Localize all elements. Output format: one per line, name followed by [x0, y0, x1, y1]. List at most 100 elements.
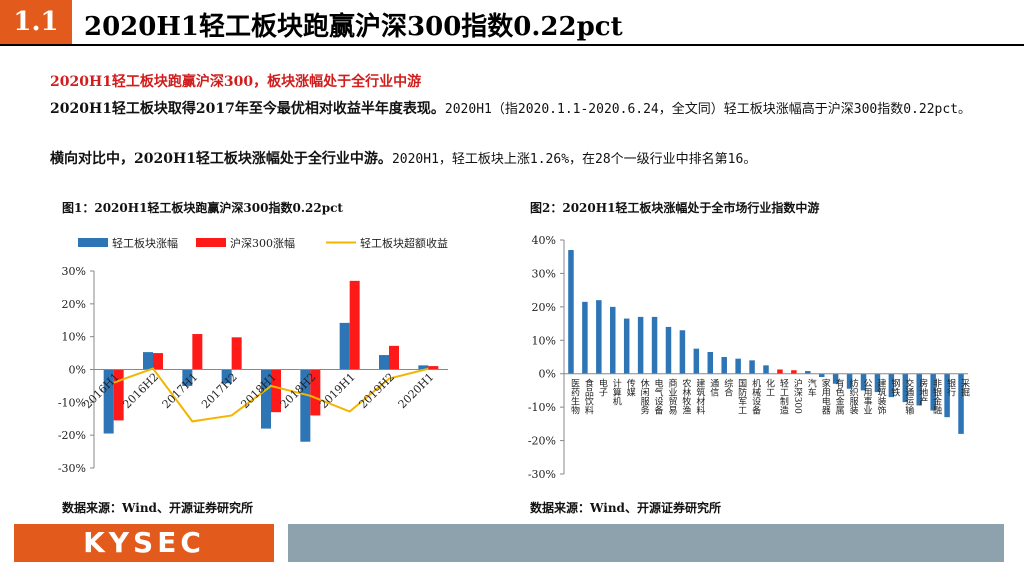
- x-tick-label: 家用电器: [820, 378, 831, 415]
- bar-2020H1-1: [428, 366, 439, 370]
- bar-2016H2-0: [143, 352, 153, 370]
- bar-2017H2-1: [231, 337, 242, 370]
- y-tick-label: -30%: [58, 462, 86, 475]
- y-tick-label: 30%: [532, 267, 556, 280]
- figure2-caption: 图2：2020H1轻工板块涨幅处于全市场行业指数中游: [530, 201, 820, 215]
- y-tick-label: 20%: [532, 301, 556, 314]
- bar-2018H1-1: [271, 369, 281, 413]
- paragraph-lead: 2020H1轻工板块取得2017年至今最优相对收益半年度表现。: [50, 101, 445, 117]
- y-tick-label: -30%: [528, 468, 556, 481]
- bar-2019H2-0: [379, 355, 389, 370]
- x-tick-label: 轻工制造: [778, 378, 789, 416]
- chart1-svg: 轻工板块涨幅 沪深300涨幅 轻工板块超额收益 30% 20% 10% 0% -10% -20%…: [58, 236, 448, 475]
- x-tick-label: 2019H2: [356, 370, 397, 411]
- x-tick-label: 汽车: [806, 378, 817, 398]
- x-tick-label: 建筑材料: [694, 378, 705, 416]
- x-tick-label: 电气设备: [653, 378, 664, 415]
- paragraph-body: 2020H1（指2020.1.1-2020.6.24，全文同）轻工板块涨幅高于沪…: [444, 102, 972, 117]
- bar-2017H1-0: [182, 369, 193, 386]
- bar-建筑装饰: [874, 373, 881, 393]
- y-tick-label: 0%: [539, 368, 556, 381]
- paragraph-industry-rank: 横向对比中，2020H1轻工板块涨幅处于全行业中游。2020H1，轻工板块上涨1…: [50, 146, 990, 173]
- x-tick-label: 2019H1: [317, 370, 358, 411]
- bar-商业贸易: [665, 326, 672, 374]
- bar-2018H2-1: [310, 369, 321, 416]
- y-tick-label: -20%: [528, 435, 556, 448]
- x-tick-label: 房地产: [917, 378, 928, 407]
- bar-沪深300: [791, 370, 797, 374]
- page-title: 2020H1轻工板块跑赢沪深300指数0.22pct: [84, 12, 623, 42]
- legend-swatch-1: [196, 238, 226, 247]
- bar-2018H1-0: [261, 369, 271, 429]
- legend-label-0: 轻工板块涨幅: [112, 236, 178, 250]
- bar-2018H2-0: [300, 369, 311, 442]
- y-tick-label: 10%: [532, 334, 556, 347]
- bar-2019H1-0: [339, 322, 350, 370]
- bar-采掘: [958, 373, 964, 434]
- y-tick-label: -10%: [528, 401, 556, 414]
- bar-建筑材料: [693, 348, 700, 374]
- bar-2016H2-1: [153, 353, 163, 370]
- x-tick-label: 纺织服装: [848, 378, 859, 416]
- bar-国防军工: [735, 358, 741, 374]
- legend-swatch-0: [78, 238, 108, 247]
- figure1-source: 数据来源：Wind、开源证券研究所: [62, 501, 253, 515]
- figure2-source: 数据来源：Wind、开源证券研究所: [530, 501, 721, 515]
- x-tick-label: 食品饮料: [583, 378, 594, 416]
- x-tick-label: 采掘: [959, 379, 970, 398]
- chart2-svg: 40% 30% 20% 10% 0% -10% -20% -30% 医药生物 食品饮料 电子 计算机传…: [528, 234, 970, 481]
- y-tick-label: -20%: [58, 429, 86, 442]
- paragraph-body: 2020H1，轻工板块上涨1.26%，在28个一级行业中排名第16。: [391, 152, 757, 167]
- x-tick-label: 有色金属: [834, 378, 845, 416]
- section-number: 1.1: [0, 0, 72, 44]
- x-tick-label: 建筑装饰: [875, 378, 886, 416]
- x-tick-label: 非银金融: [931, 378, 942, 416]
- chart-half-year-returns: 轻工板块涨幅 沪深300涨幅 轻工板块超额收益 30% 20% 10% 0% -10% -20%…: [48, 226, 468, 484]
- bar-医药生物: [568, 250, 574, 374]
- legend-label-1: 沪深300涨幅: [230, 236, 295, 250]
- bar-化工: [763, 365, 769, 374]
- x-tick-label: 综合: [722, 378, 733, 398]
- x-tick-label: 休闲服务: [639, 378, 650, 416]
- x-tick-label: 2016H2: [120, 370, 161, 411]
- bar-通信: [707, 351, 714, 374]
- bar-银行: [944, 373, 950, 418]
- bar-2020H1-0: [418, 365, 429, 370]
- x-tick-label: 计算机: [611, 378, 622, 407]
- x-tick-label: 公用事业: [862, 379, 873, 415]
- bar-非银金融: [930, 373, 936, 411]
- x-tick-label: 机械设备: [750, 378, 761, 415]
- y-tick-label: -10%: [58, 396, 86, 409]
- paragraph-relative-return: 2020H1轻工板块取得2017年至今最优相对收益半年度表现。2020H1（指2…: [50, 96, 990, 123]
- x-tick-label: 2017H2: [199, 370, 240, 411]
- y-tick-label: 0%: [69, 364, 86, 377]
- chart-industry-returns: 40% 30% 20% 10% 0% -10% -20% -30% 医药生物 食品饮料 电子 计算机传…: [520, 226, 980, 486]
- x-tick-label: 钢铁: [889, 378, 900, 398]
- bar-公用事业: [860, 373, 867, 391]
- bar-农林牧渔: [679, 330, 686, 374]
- y-tick-label: 30%: [62, 265, 86, 278]
- bar-传媒: [623, 318, 630, 374]
- x-tick-label: 农林牧渔: [680, 378, 691, 415]
- bar-家用电器: [818, 373, 825, 378]
- x-tick-label: 医药生物: [569, 379, 580, 416]
- bar-2017H2-0: [221, 369, 232, 384]
- x-tick-label: 化工: [764, 378, 775, 397]
- x-tick-label: 交通运输: [903, 378, 914, 416]
- x-tick-label: 银行: [945, 378, 956, 398]
- bar-纺织服装: [846, 373, 853, 389]
- bar-2016H1-0: [103, 369, 114, 434]
- x-tick-label: 电子: [597, 378, 608, 397]
- bar-休闲服务: [637, 316, 644, 374]
- bar-2016H1-1: [113, 369, 124, 421]
- figure1-caption: 图1：2020H1轻工板块跑赢沪深300指数0.22pct: [62, 201, 343, 215]
- bar-交通运输: [902, 373, 909, 403]
- paragraph-lead: 横向对比中，2020H1轻工板块涨幅处于全行业中游。: [50, 151, 392, 167]
- footer-bar: [288, 524, 1004, 562]
- bar-计算机: [610, 306, 616, 374]
- x-tick-label: 沪深300: [792, 378, 803, 415]
- bar-汽车: [805, 371, 811, 374]
- section-subheading: 2020H1轻工板块跑赢沪深300，板块涨幅处于全行业中游: [50, 74, 422, 90]
- bar-综合: [721, 357, 727, 374]
- bar-机械设备: [749, 360, 755, 374]
